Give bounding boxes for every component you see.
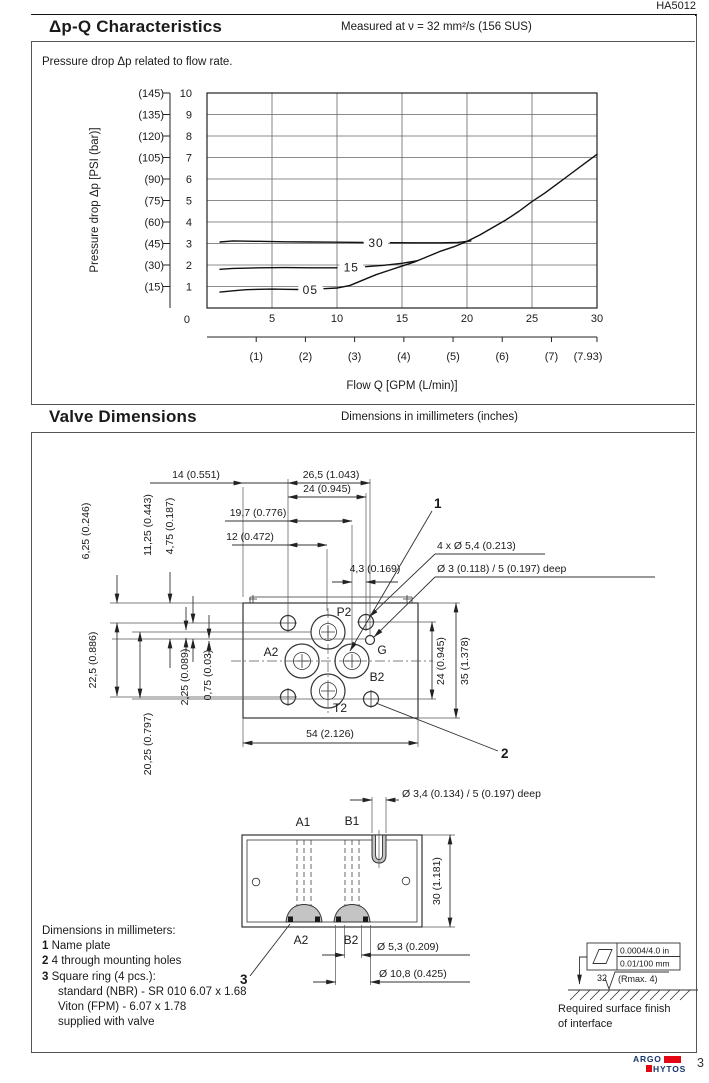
notes-header: Dimensions in millimeters: [42, 925, 176, 937]
section-pq-title: Δp-Q Characteristics [49, 17, 223, 36]
note-item-1: 1 Name plate [42, 939, 342, 954]
note-text-1: Name plate [51, 940, 111, 953]
section-pq-header: Δp-Q Characteristics Measured at ν = 32 … [31, 15, 695, 42]
drawing-notes: Dimensions in millimeters: 1 Name plate … [42, 924, 342, 1030]
section-dim-title: Valve Dimensions [49, 407, 197, 426]
section-dim-subtitle: Dimensions in imillimeters (inches) [341, 411, 519, 423]
note-sub-3: supplied with valve [58, 1016, 155, 1029]
logo-hytos: HYTOS [653, 1063, 687, 1074]
note-item-3: 3 Square ring (4 pcs.): [42, 970, 342, 985]
page-number: 3 [697, 1056, 704, 1070]
note-text-3: Square ring (4 pcs.): [51, 970, 156, 983]
argo-hytos-logo: ARGO HYTOS [633, 1054, 697, 1074]
note-item-2: 2 4 through mounting holes [42, 954, 342, 969]
logo-red-block [663, 1055, 681, 1063]
chart-note: Pressure drop Δp related to flow rate. [42, 56, 233, 68]
note-sub-2: Viton (FPM) - 6.07 x 1.78 [58, 1001, 187, 1014]
note-text-2: 4 through mounting holes [51, 955, 182, 968]
note-num-3: 3 [42, 970, 49, 983]
logo-red-block-2 [646, 1065, 652, 1072]
content-frame [31, 14, 697, 1053]
logo-argo: ARGO [633, 1054, 662, 1064]
note-sub-1: standard (NBR) - SR 010 6.07 x 1.68 [58, 985, 247, 998]
doc-number: HA5012 [656, 0, 696, 12]
section-dim-header: Valve Dimensions Dimensions in imillimet… [31, 404, 695, 433]
section-pq-subtitle: Measured at ν = 32 mm²/s (156 SUS) [341, 21, 532, 33]
note-num-1: 1 [42, 940, 49, 953]
note-num-2: 2 [42, 955, 49, 968]
